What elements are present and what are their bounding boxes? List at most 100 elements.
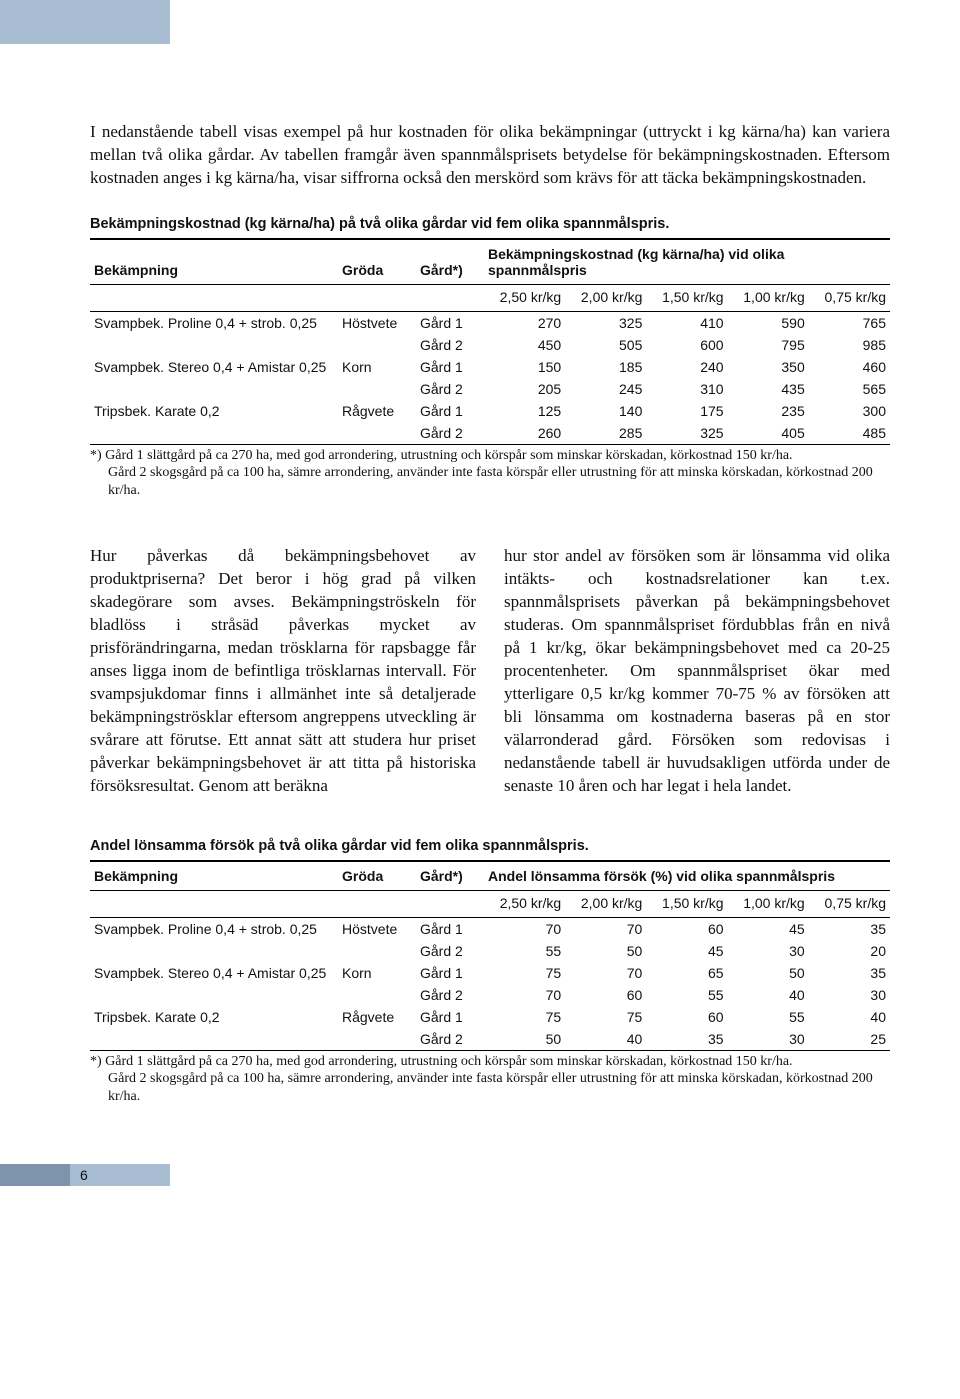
table-row: Tripsbek. Karate 0,2RågveteGård 17575605… xyxy=(90,1006,890,1028)
cell-value: 600 xyxy=(646,334,727,356)
cell-bekampning: Svampbek. Proline 0,4 + strob. 0,25 xyxy=(90,311,338,334)
table2-price-1: 2,00 kr/kg xyxy=(565,890,646,917)
cell-value: 60 xyxy=(646,1006,727,1028)
cell-gard: Gård 2 xyxy=(416,378,484,400)
table-row: Gård 2260285325405485 xyxy=(90,422,890,445)
table-row: Svampbek. Proline 0,4 + strob. 0,25Höstv… xyxy=(90,311,890,334)
cell-value: 55 xyxy=(646,984,727,1006)
cell-bekampning xyxy=(90,378,338,400)
table1-price-4: 0,75 kr/kg xyxy=(809,284,890,311)
cell-bekampning: Svampbek. Stereo 0,4 + Amistar 0,25 xyxy=(90,356,338,378)
header-bar xyxy=(0,0,960,44)
page-footer: 6 xyxy=(0,1155,960,1195)
table2-caption: Andel lönsamma försök på två olika gårda… xyxy=(90,838,890,854)
cell-value: 30 xyxy=(728,1028,809,1051)
cell-value: 20 xyxy=(809,940,890,962)
cell-value: 75 xyxy=(484,1006,565,1028)
cell-value: 55 xyxy=(728,1006,809,1028)
cell-bekampning: Svampbek. Stereo 0,4 + Amistar 0,25 xyxy=(90,962,338,984)
cell-value: 60 xyxy=(565,984,646,1006)
cell-value: 590 xyxy=(728,311,809,334)
cell-groda: Höstvete xyxy=(338,311,416,334)
table1-caption: Bekämpningskostnad (kg kärna/ha) på två … xyxy=(90,216,890,232)
cell-value: 70 xyxy=(565,917,646,940)
cell-bekampning xyxy=(90,1028,338,1051)
cell-groda: Höstvete xyxy=(338,917,416,940)
cell-value: 30 xyxy=(728,940,809,962)
table1-price-3: 1,00 kr/kg xyxy=(728,284,809,311)
table2-footnote-a: *) Gård 1 slättgård på ca 270 ha, med go… xyxy=(90,1054,793,1069)
cell-value: 285 xyxy=(565,422,646,445)
table1: Bekämpning Gröda Gård*) Bekämpningskostn… xyxy=(90,238,890,445)
table1-col-span: Bekämpningskostnad (kg kärna/ha) vid oli… xyxy=(484,239,890,285)
table2-col-bek: Bekämpning xyxy=(90,861,338,891)
cell-value: 65 xyxy=(646,962,727,984)
cell-value: 50 xyxy=(728,962,809,984)
cell-gard: Gård 1 xyxy=(416,400,484,422)
cell-groda xyxy=(338,1028,416,1051)
table2-price-4: 0,75 kr/kg xyxy=(809,890,890,917)
footer-dark-block xyxy=(0,1164,70,1186)
cell-gard: Gård 1 xyxy=(416,1006,484,1028)
cell-value: 505 xyxy=(565,334,646,356)
cell-value: 45 xyxy=(728,917,809,940)
table2-price-3: 1,00 kr/kg xyxy=(728,890,809,917)
cell-value: 40 xyxy=(809,1006,890,1028)
cell-gard: Gård 1 xyxy=(416,356,484,378)
cell-value: 235 xyxy=(728,400,809,422)
cell-value: 260 xyxy=(484,422,565,445)
cell-gard: Gård 1 xyxy=(416,962,484,984)
table-row: Gård 27060554030 xyxy=(90,984,890,1006)
cell-value: 150 xyxy=(484,356,565,378)
cell-value: 795 xyxy=(728,334,809,356)
cell-value: 70 xyxy=(484,917,565,940)
cell-value: 405 xyxy=(728,422,809,445)
table2-price-2: 1,50 kr/kg xyxy=(646,890,727,917)
cell-gard: Gård 1 xyxy=(416,311,484,334)
cell-value: 50 xyxy=(484,1028,565,1051)
cell-value: 485 xyxy=(809,422,890,445)
cell-value: 325 xyxy=(565,311,646,334)
table-row: Svampbek. Proline 0,4 + strob. 0,25Höstv… xyxy=(90,917,890,940)
table2-col-groda: Gröda xyxy=(338,861,416,891)
cell-value: 240 xyxy=(646,356,727,378)
page-number: 6 xyxy=(80,1167,88,1183)
cell-value: 40 xyxy=(565,1028,646,1051)
cell-value: 350 xyxy=(728,356,809,378)
table-row: Gård 2450505600795985 xyxy=(90,334,890,356)
cell-bekampning xyxy=(90,940,338,962)
cell-value: 45 xyxy=(646,940,727,962)
table1-body: Svampbek. Proline 0,4 + strob. 0,25Höstv… xyxy=(90,311,890,444)
table-row: Svampbek. Stereo 0,4 + Amistar 0,25KornG… xyxy=(90,356,890,378)
cell-value: 300 xyxy=(809,400,890,422)
cell-value: 70 xyxy=(484,984,565,1006)
cell-value: 35 xyxy=(809,917,890,940)
cell-bekampning: Svampbek. Proline 0,4 + strob. 0,25 xyxy=(90,917,338,940)
cell-value: 245 xyxy=(565,378,646,400)
cell-groda: Rågvete xyxy=(338,400,416,422)
body-left: Hur påverkas då bekämpningsbehovet av pr… xyxy=(90,545,476,797)
cell-groda: Korn xyxy=(338,356,416,378)
cell-value: 60 xyxy=(646,917,727,940)
table1-col-bek: Bekämpning xyxy=(90,239,338,285)
cell-value: 75 xyxy=(565,1006,646,1028)
page-content: I nedanstående tabell visas exempel på h… xyxy=(0,44,960,1105)
table1-footnote-b: Gård 2 skogsgård på ca 100 ha, sämre arr… xyxy=(90,464,890,499)
table-row: Tripsbek. Karate 0,2RågveteGård 11251401… xyxy=(90,400,890,422)
cell-value: 30 xyxy=(809,984,890,1006)
table1-col-groda: Gröda xyxy=(338,239,416,285)
table1-footnote-a: *) Gård 1 slättgård på ca 270 ha, med go… xyxy=(90,448,793,463)
cell-value: 435 xyxy=(728,378,809,400)
cell-value: 460 xyxy=(809,356,890,378)
table-row: Gård 2205245310435565 xyxy=(90,378,890,400)
cell-value: 985 xyxy=(809,334,890,356)
table2-col-gard: Gård*) xyxy=(416,861,484,891)
table2-col-span: Andel lönsamma försök (%) vid olika span… xyxy=(484,861,890,891)
cell-bekampning xyxy=(90,984,338,1006)
body-columns: Hur påverkas då bekämpningsbehovet av pr… xyxy=(90,545,890,797)
cell-value: 325 xyxy=(646,422,727,445)
cell-groda xyxy=(338,984,416,1006)
table2-footnote-b: Gård 2 skogsgård på ca 100 ha, sämre arr… xyxy=(90,1070,890,1105)
cell-value: 205 xyxy=(484,378,565,400)
table2-body: Svampbek. Proline 0,4 + strob. 0,25Höstv… xyxy=(90,917,890,1050)
